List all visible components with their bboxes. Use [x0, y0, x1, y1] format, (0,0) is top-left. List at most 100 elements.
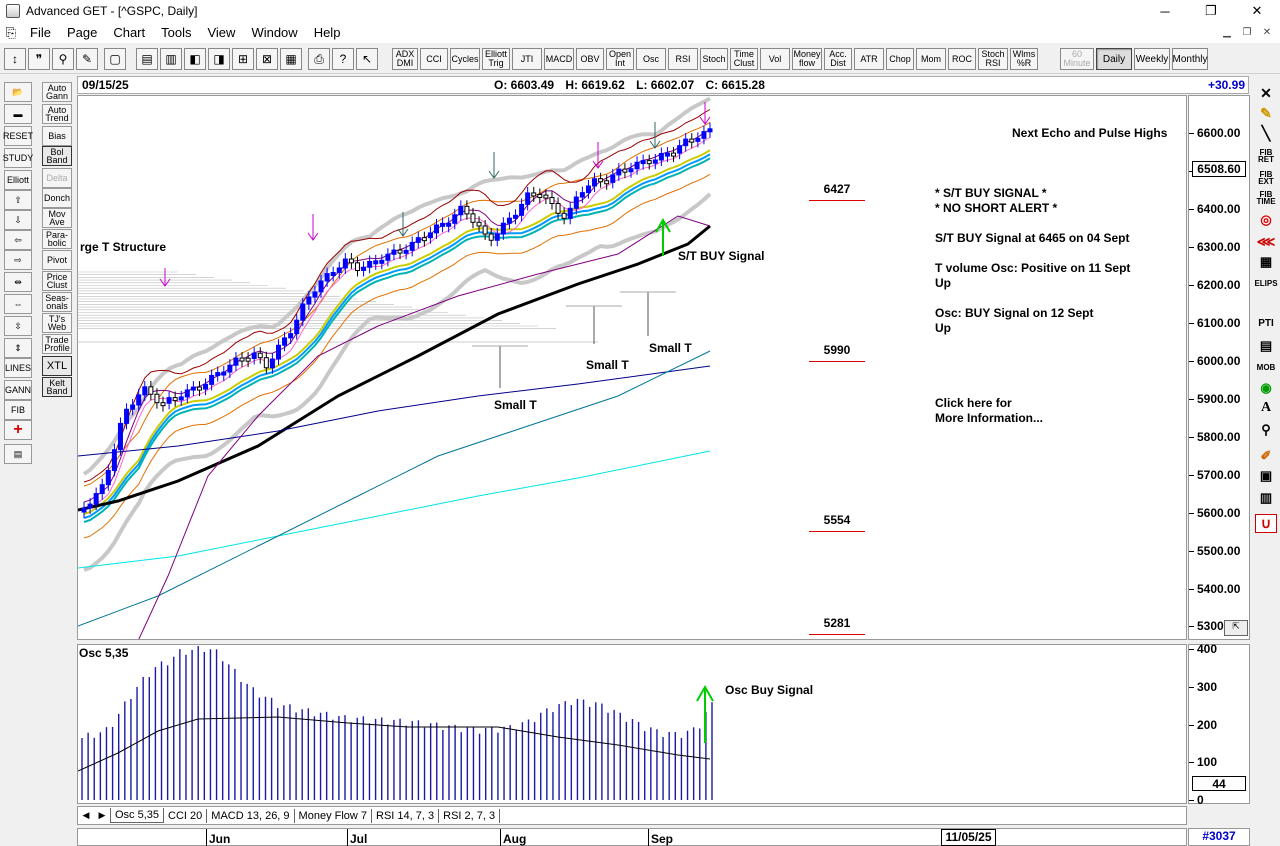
menu-page[interactable]: Page — [66, 25, 98, 40]
fib-circle-icon[interactable]: ◎ — [1260, 212, 1272, 227]
study-bol-band[interactable]: Bol Band — [42, 146, 72, 166]
zoom-icon[interactable]: ⚲ — [52, 48, 74, 70]
pti-button[interactable]: PTI — [1258, 318, 1274, 329]
study-pivot[interactable]: Pivot — [42, 250, 72, 270]
menu-window[interactable]: Window — [251, 25, 298, 40]
tool-rsi[interactable]: RSI — [668, 48, 698, 70]
table-icon[interactable]: ▤ — [1259, 338, 1273, 353]
interval-monthly[interactable]: Monthly — [1172, 48, 1208, 70]
grid-icon[interactable]: ▦ — [280, 48, 302, 70]
magnifier-icon[interactable]: ⚲ — [1261, 422, 1271, 437]
tool-money-flow[interactable]: Money flow — [792, 48, 822, 70]
tab-cci[interactable]: CCI 20 — [164, 808, 208, 823]
tab-osc[interactable]: Osc 5,35 — [110, 808, 165, 823]
study-button[interactable]: STUDY — [3, 148, 33, 168]
tab-money-flow[interactable]: Money Flow 7 — [295, 808, 373, 823]
tab-rsi-2[interactable]: RSI 2, 7, 3 — [439, 808, 501, 823]
tool-acc-dist[interactable]: Acc. Dist — [824, 48, 852, 70]
tool-cycles[interactable]: Cycles — [450, 48, 480, 70]
tool-adx-dmi[interactable]: ADX DMI — [392, 48, 418, 70]
study-trade-profile[interactable]: Trade Profile — [42, 334, 72, 354]
study-seasonals[interactable]: Seas- onals — [42, 292, 72, 312]
study-parabolic[interactable]: Para- bolic — [42, 229, 72, 249]
clipboard-icon[interactable]: ▣ — [1259, 468, 1273, 483]
interval-daily[interactable]: Daily — [1096, 48, 1132, 70]
menu-file[interactable]: File — [30, 25, 51, 40]
minimize-button[interactable]: ─ — [1160, 3, 1170, 19]
mob-button[interactable]: MOB — [1256, 363, 1276, 372]
target-icon[interactable]: ◉ — [1260, 380, 1272, 395]
line-tool-icon[interactable]: ╲ — [1261, 125, 1271, 141]
oscillator-pane[interactable]: Osc 5,35 Osc Buy Signal — [77, 644, 1187, 804]
squeeze-icon[interactable]: ⇹ — [4, 272, 32, 292]
scale-icon[interactable]: ⇱ — [1224, 620, 1248, 636]
drawing-tools-icon[interactable]: ▬ — [4, 104, 32, 124]
tool-atr[interactable]: ATR — [854, 48, 884, 70]
maximize-button[interactable]: ❐ — [1205, 3, 1217, 18]
arrow-up-icon[interactable]: ⇧ — [4, 190, 32, 210]
elips-button[interactable]: ELIPS — [1254, 279, 1278, 288]
study-xtl[interactable]: XTL — [42, 356, 72, 376]
study-bias[interactable]: Bias — [42, 126, 72, 146]
tab-rsi-14[interactable]: RSI 14, 7, 3 — [372, 808, 440, 823]
menu-view[interactable]: View — [207, 25, 236, 40]
interval-60-minute[interactable]: 60 Minute — [1060, 48, 1094, 70]
tool-mom[interactable]: Mom — [916, 48, 946, 70]
gann-button[interactable]: GANN — [4, 380, 32, 400]
tool-vol[interactable]: Vol — [760, 48, 790, 70]
expand-icon[interactable]: ⊞ — [232, 48, 254, 70]
eraser-icon[interactable]: ✎ — [76, 48, 98, 70]
document-icon[interactable]: ⎘ — [5, 24, 17, 40]
menu-chart[interactable]: Chart — [113, 25, 146, 40]
fib-button[interactable]: FIB — [4, 400, 32, 420]
quote-icon[interactable]: ❞ — [28, 48, 50, 70]
print-icon[interactable]: ⎙ — [308, 48, 330, 70]
oscillator-canvas[interactable] — [78, 645, 1187, 804]
mdi-minimize-icon[interactable]: ▁ — [1223, 26, 1231, 38]
menu-tools[interactable]: Tools — [161, 25, 192, 40]
compress-vertical-icon[interactable]: ⇳ — [4, 316, 32, 336]
elliott-button[interactable]: Elliott — [4, 170, 32, 190]
close-button[interactable]: ✕ — [1251, 3, 1263, 18]
crosshair-icon[interactable]: + — [4, 420, 32, 440]
arrow-right-icon[interactable]: ⇨ — [4, 250, 32, 270]
tool-jti[interactable]: JTI — [512, 48, 542, 70]
tool-wlms-r[interactable]: Wlms %R — [1010, 48, 1038, 70]
tool-stoch[interactable]: Stoch — [700, 48, 728, 70]
mdi-close-icon[interactable]: ✕ — [1262, 26, 1272, 38]
close-tool-icon[interactable]: ✕ — [1260, 85, 1272, 101]
more-info-link-2[interactable]: More Information... — [935, 411, 1043, 425]
price-chart-canvas[interactable] — [78, 96, 1187, 640]
lines-button[interactable]: LINES — [4, 358, 32, 378]
tab-prev-icon[interactable]: ◀ — [82, 810, 90, 820]
copy-icon[interactable]: ▥ — [160, 48, 182, 70]
study-donch[interactable]: Donch — [42, 188, 72, 208]
tool-time-clust[interactable]: Time Clust — [730, 48, 758, 70]
tool-macd[interactable]: MACD — [544, 48, 574, 70]
expand-horizontal-icon[interactable]: ⇔ — [4, 294, 32, 314]
tab-next-icon[interactable]: ▶ — [98, 810, 106, 820]
expand-vertical-icon[interactable]: ⇕ — [4, 338, 32, 358]
tool-open-int[interactable]: Open Int — [606, 48, 634, 70]
fib-ret-button[interactable]: FIB RET — [1258, 147, 1274, 164]
study-price-clust[interactable]: Price Clust — [42, 271, 72, 291]
compress-icon[interactable]: ⊠ — [256, 48, 278, 70]
more-info-link-1[interactable]: Click here for — [935, 396, 1012, 410]
menu-help[interactable]: Help — [313, 25, 341, 40]
tool-elliott-trig[interactable]: Elliott Trig — [482, 48, 510, 70]
select-icon[interactable]: ▢ — [104, 48, 126, 70]
grid-tool-icon[interactable]: ▦ — [1259, 254, 1273, 269]
properties-icon[interactable]: ▤ — [4, 444, 32, 464]
tool-obv[interactable]: OBV — [576, 48, 604, 70]
study-delta[interactable]: Delta — [42, 168, 72, 188]
tool-roc[interactable]: ROC — [948, 48, 976, 70]
magnet-icon[interactable]: ∪ — [1255, 514, 1277, 533]
arrow-down-icon[interactable]: ⇩ — [4, 210, 32, 230]
interval-weekly[interactable]: Weekly — [1134, 48, 1170, 70]
study-mov-ave[interactable]: Mov Ave — [42, 208, 72, 228]
study-auto-trend[interactable]: Auto Trend — [42, 104, 72, 124]
study-kelt-band[interactable]: Kelt Band — [42, 377, 72, 397]
fib-ext-button[interactable]: FIB EXT — [1258, 169, 1274, 186]
tool-chop[interactable]: Chop — [886, 48, 914, 70]
cursor-icon[interactable]: ↕ — [4, 48, 26, 70]
